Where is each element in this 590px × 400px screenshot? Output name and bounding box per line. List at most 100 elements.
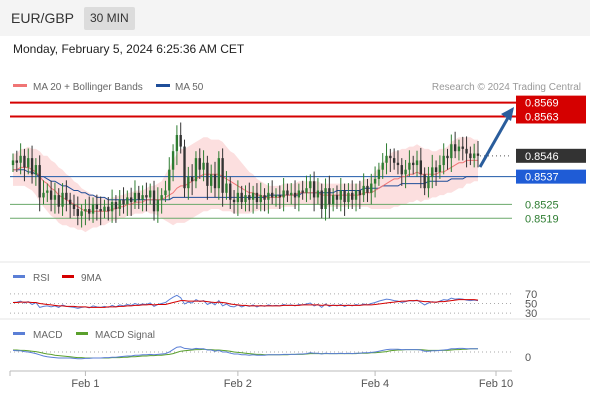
candle-body-9: [46, 190, 49, 193]
ma20-legend-label: MA 20 + Bollinger Bands: [33, 82, 143, 93]
candle-body-78: [309, 181, 312, 189]
rsi-line: [12, 294, 479, 309]
candle-body-56: [225, 183, 228, 193]
candle-body-98: [385, 155, 388, 163]
candle-body-73: [290, 192, 293, 196]
candle-body-55: [221, 158, 224, 193]
candle-body-8: [42, 192, 45, 198]
candle-body-93: [366, 185, 369, 193]
candle-body-105: [412, 162, 415, 166]
candle-body-103: [404, 169, 407, 175]
candle-body-74: [293, 192, 297, 198]
candle-body-33: [137, 192, 140, 200]
candle-body-14: [65, 192, 68, 200]
candle-body-87: [343, 190, 346, 203]
candle-body-122: [476, 153, 480, 156]
candle-body-76: [301, 190, 304, 193]
level-label-3: 0.8537: [525, 172, 559, 184]
macd-tick-0: 0: [525, 352, 531, 364]
candle-body-64: [255, 192, 259, 203]
timeframe-button[interactable]: 30 MIN: [84, 7, 135, 30]
candle-body-81: [320, 190, 323, 209]
candle-body-70: [278, 195, 281, 198]
candle-body-89: [351, 192, 354, 200]
candle-body-41: [168, 169, 171, 191]
candle-body-22: [95, 204, 99, 209]
rsi-tick-30: 30: [525, 308, 537, 320]
x-tick-label-1: Feb 2: [224, 378, 252, 390]
candle-body-27: [114, 202, 118, 209]
level-label-0: 0.8569: [525, 98, 559, 110]
candle-body-32: [133, 192, 137, 203]
candle-body-3: [23, 155, 26, 168]
level-tag-3: [516, 169, 586, 184]
candle-body-112: [438, 165, 442, 172]
candle-body-38: [156, 199, 160, 212]
rsi-tick-50: 50: [525, 299, 537, 311]
bollinger-band-area: [13, 137, 478, 233]
candle-body-75: [297, 190, 301, 198]
candle-body-91: [358, 190, 362, 196]
candle-body-51: [206, 162, 209, 186]
candle-body-88: [347, 192, 350, 203]
candle-body-62: [248, 195, 251, 200]
candle-body-6: [34, 165, 38, 175]
candle-body-0: [11, 160, 15, 166]
candle-body-116: [453, 144, 457, 152]
rsi-ma-legend-swatch: [62, 275, 74, 278]
candle-body-69: [274, 195, 278, 198]
level-tag-1: [516, 109, 586, 124]
price-level-labels: 0.8569 0.8563 0.8546 0.8537 0.8525 0.8519: [516, 95, 586, 225]
forecast-arrow-head: [501, 107, 514, 121]
candle-body-57: [229, 183, 232, 200]
candle-body-113: [442, 155, 445, 166]
candle-body-109: [427, 176, 430, 189]
candle-body-85: [335, 195, 339, 200]
x-tick-label-0: Feb 1: [71, 378, 99, 390]
candle-body-83: [328, 188, 331, 205]
candle-body-10: [49, 190, 53, 200]
candle-body-119: [465, 148, 468, 154]
candle-body-26: [110, 202, 114, 212]
candle-body-36: [149, 190, 152, 198]
candle-body-120: [469, 153, 472, 159]
candle-body-63: [251, 192, 255, 200]
candle-body-31: [129, 197, 133, 203]
candle-body-86: [339, 190, 342, 200]
candle-body-53: [213, 174, 217, 189]
candle-body-82: [324, 188, 327, 209]
macd-indicator: 0: [10, 346, 531, 364]
candle-body-68: [270, 192, 274, 198]
candle-body-21: [91, 204, 95, 214]
candle-body-45: [183, 146, 186, 189]
candle-body-42: [171, 151, 175, 170]
x-tick-label-3: Feb 10: [479, 378, 513, 390]
candle-body-5: [30, 158, 34, 175]
candle-body-80: [316, 190, 320, 198]
symbol-label: EUR/GBP: [11, 10, 75, 26]
ma20-legend-swatch: [13, 84, 27, 87]
candle-body-58: [232, 199, 236, 203]
candle-body-18: [80, 211, 83, 216]
candle-body-106: [415, 160, 419, 166]
candle-body-101: [396, 162, 400, 166]
candle-body-23: [99, 209, 102, 212]
x-tick-label-2: Feb 4: [361, 378, 389, 390]
candle-body-99: [389, 155, 392, 159]
candle-body-46: [187, 176, 190, 189]
rsi-legend-label: RSI: [33, 273, 50, 284]
candle-body-61: [244, 195, 247, 203]
candle-body-40: [164, 190, 167, 196]
x-axis: Feb 1 Feb 2 Feb 4 Feb 10: [9, 371, 513, 390]
candle-body-50: [202, 162, 205, 170]
candle-body-49: [198, 158, 201, 170]
candle-body-37: [152, 190, 156, 212]
candle-body-29: [122, 199, 125, 205]
candle-body-107: [419, 160, 423, 175]
level-label-5: 0.8519: [525, 213, 559, 225]
candle-body-84: [331, 195, 335, 205]
candle-body-115: [450, 144, 453, 159]
candle-body-90: [354, 190, 358, 200]
candle-body-13: [61, 192, 64, 207]
